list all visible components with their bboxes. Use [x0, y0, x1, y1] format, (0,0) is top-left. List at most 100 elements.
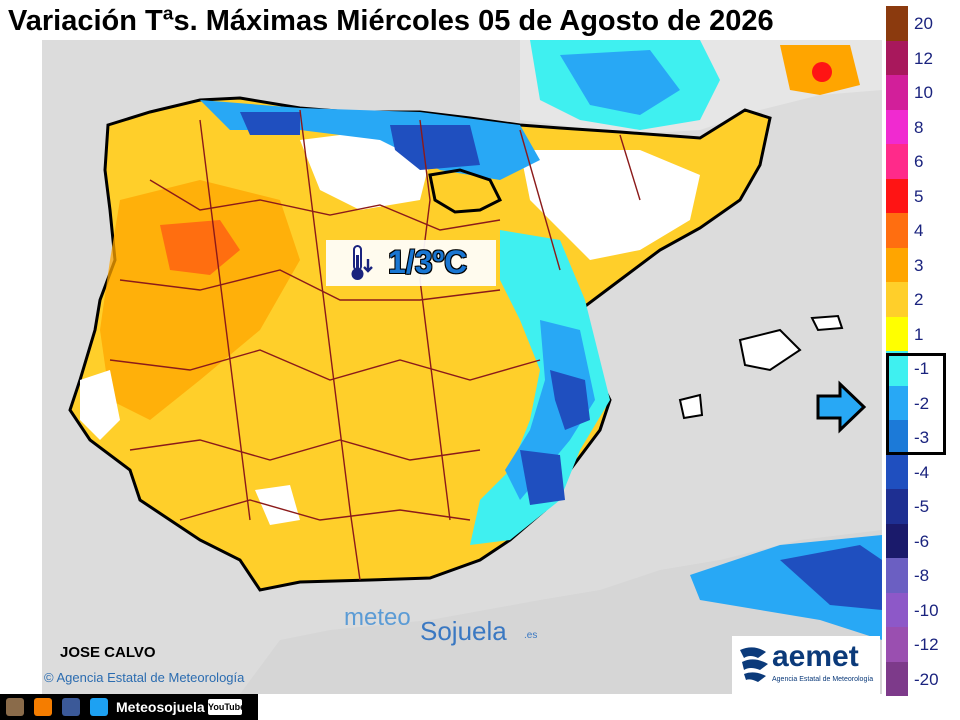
- la-rioja-outline: [428, 168, 503, 214]
- legend-label: -12: [914, 635, 939, 654]
- variation-range-label: 1/3ºC: [388, 244, 468, 280]
- legend-item: -2: [884, 385, 960, 420]
- legend-swatch: [886, 592, 908, 627]
- legend-label: -4: [914, 462, 930, 482]
- aemet-wordmark: aemet: [772, 640, 859, 673]
- legend-item: 10: [884, 75, 960, 110]
- legend-item: -5: [884, 489, 960, 524]
- youtube-icon[interactable]: YouTube: [208, 699, 245, 715]
- legend-label: 3: [914, 255, 924, 275]
- menorca-island: [810, 314, 844, 332]
- legend-label: 10: [914, 83, 933, 102]
- map-title: Variación Tªs. Máximas Miércoles 05 de A…: [8, 5, 774, 37]
- legend-item: 3: [884, 247, 960, 282]
- legend-item: -4: [884, 454, 960, 489]
- legend-label: 8: [914, 117, 924, 137]
- legend-swatch: [886, 558, 908, 593]
- legend-item: -3: [884, 420, 960, 455]
- agency-credit: © Agencia Estatal de Meteorología: [44, 670, 245, 685]
- legend-item: -8: [884, 558, 960, 593]
- east-cool-band: [470, 230, 610, 545]
- arrow-right-icon: [816, 380, 867, 434]
- legend-item: 2: [884, 282, 960, 317]
- legend-label: -2: [914, 393, 930, 413]
- legend-item: -12: [884, 627, 960, 662]
- facebook-icon[interactable]: [62, 698, 80, 716]
- legend-item: -10: [884, 592, 960, 627]
- north-coldest-patch-2: [390, 125, 480, 170]
- thermometer-down-icon: [351, 245, 373, 280]
- legend-swatch: [886, 420, 908, 455]
- legend-label: -8: [914, 566, 930, 585]
- legend-swatch: [886, 627, 908, 662]
- legend-swatch: [886, 351, 908, 386]
- instagram-icon[interactable]: [6, 698, 24, 716]
- legend-label: 5: [914, 186, 924, 206]
- watermark-sojuela: Sojuela: [420, 616, 507, 646]
- north-coldest-patch: [240, 112, 300, 135]
- legend-swatch: [886, 247, 908, 282]
- legend-item: 12: [884, 40, 960, 75]
- legend-swatch: [886, 385, 908, 420]
- social-footer: Meteosojuela YouTube: [0, 694, 258, 720]
- france-cooler-area: [560, 50, 680, 115]
- legend-swatch: [886, 454, 908, 489]
- west-hottest-area: [160, 220, 240, 275]
- legend-label: -6: [914, 531, 930, 551]
- legend-label: 20: [914, 14, 933, 33]
- east-coldest-patch: [550, 370, 590, 430]
- legend-label: 2: [914, 290, 924, 309]
- legend-label: -10: [914, 600, 939, 620]
- aemet-emblem-icon: [740, 647, 768, 682]
- legend-label: -3: [914, 428, 930, 447]
- color-legend: 20 12 10 8 6 5 4 3 2 1 -1 -2 -3 -4 -5 -6 -8 -10 -12 -20: [884, 6, 960, 696]
- legend-swatch: [886, 523, 908, 558]
- northeast-white-area: [520, 150, 700, 260]
- legend-swatch: [886, 282, 908, 317]
- west-hot-area: [100, 180, 300, 420]
- legend-swatch: [886, 144, 908, 179]
- legend-swatch: [886, 75, 908, 110]
- watermark-domain: .es: [524, 630, 538, 641]
- legend-label: 12: [914, 48, 933, 68]
- author-name: JOSE CALVO: [60, 644, 156, 661]
- france-hot-patch: [812, 62, 832, 82]
- legend-item: 8: [884, 109, 960, 144]
- legend-item: 20: [884, 6, 960, 41]
- temperature-badge: 1/3ºC: [326, 240, 496, 286]
- legend-swatch: [886, 316, 908, 351]
- social-handle: Meteosojuela: [116, 699, 205, 715]
- legend-item: 4: [884, 213, 960, 248]
- legend-label: 4: [914, 221, 924, 240]
- legend-item: -20: [884, 661, 960, 696]
- africa-coldest-area: [780, 545, 882, 610]
- legend-swatch: [886, 6, 908, 41]
- legend-item: 5: [884, 178, 960, 213]
- legend-swatch: [886, 109, 908, 144]
- legend-swatch: [886, 40, 908, 75]
- legend-label: -1: [914, 359, 930, 378]
- legend-label: 6: [914, 152, 924, 171]
- portugal-coast-white: [80, 370, 120, 440]
- ibiza-island: [678, 393, 704, 420]
- weather-map: [42, 40, 882, 694]
- aemet-subtitle: Agencia Estatal de Meteorología: [772, 676, 874, 683]
- legend-item: 6: [884, 144, 960, 179]
- legend-label: -20: [914, 669, 939, 689]
- twitter-icon[interactable]: [90, 698, 108, 716]
- south-white-patch: [255, 485, 300, 525]
- legend-swatch: [886, 661, 908, 696]
- legend-item: 1: [884, 316, 960, 351]
- legend-item: -1: [884, 351, 960, 386]
- mallorca-island: [738, 328, 802, 372]
- southeast-coldest-patch: [520, 450, 565, 505]
- watermark-meteo: meteo: [344, 604, 411, 631]
- legend-label: -5: [914, 497, 930, 516]
- province-borders: [109, 109, 641, 581]
- legend-label: 1: [914, 324, 924, 344]
- legend-swatch: [886, 489, 908, 524]
- aemet-logo: aemet Agencia Estatal de Meteorología: [732, 636, 880, 694]
- legend-highlight-box: [886, 353, 946, 455]
- blogger-icon[interactable]: [34, 698, 52, 716]
- legend-swatch: [886, 213, 908, 248]
